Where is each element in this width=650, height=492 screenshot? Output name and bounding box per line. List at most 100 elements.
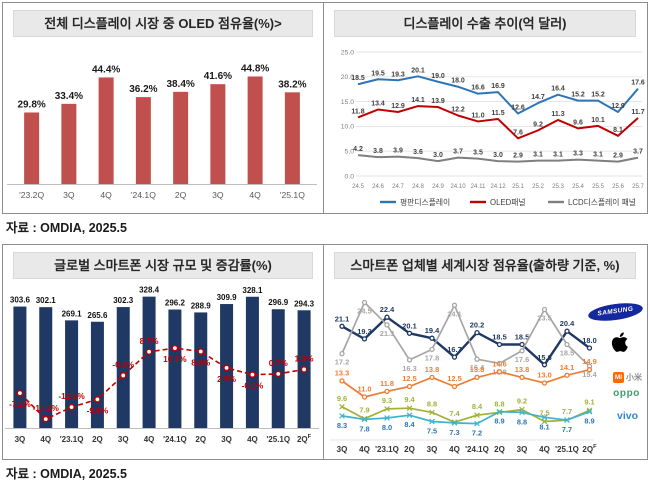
x-tick-label: 24.10 [450,183,466,190]
bar [245,296,259,428]
point-label: 3.6 [413,149,423,156]
apple-label: 18.5 [560,349,574,358]
xiaomi-label: 13.3 [335,368,349,377]
x-tick-label: 2Q [175,190,187,200]
x-tick-label: 2Q [195,435,206,444]
apple-label: 24.1 [447,309,461,318]
bar-value-label: 29.8% [17,99,45,110]
oppo-label: 7.9 [359,406,369,415]
growth-marker [94,396,101,403]
growth-label: -0.1% [242,381,264,391]
samsung-label: 18.5 [492,333,506,342]
panel-vendor-share: 스마트폰 업체별 세계시장 점유율(출하량 기준, %) 3Q 4Q '23.1Q 2… [323,245,646,459]
growth-label: -9.6% [87,405,109,415]
vendor-share-chart-area: 3Q 4Q '23.1Q 2Q 3Q 4Q '24.1Q 2Q 3Q 4Q '25.1Q 2QF 21.… [324,282,646,460]
x-tick-label: 3Q [15,435,26,444]
x-tick-label: 3Q [118,435,129,444]
x-tick-label: 25.2 [532,183,544,190]
samsung-marker [451,354,458,360]
bar [168,309,182,428]
bar-value-label: 288.9 [191,301,212,310]
x-tick-label: 4Q [40,435,51,444]
x-tick-label: 4Q [100,190,112,200]
bar-value-label: 44.4% [92,64,120,75]
xiaomi-marker [474,374,480,381]
vivo-label: 8.1 [539,422,549,431]
growth-label: 2.5% [217,374,237,384]
point-label: 20.1 [411,67,425,74]
point-label: 2.9 [613,153,623,160]
x-tick-label: 3Q [517,445,528,454]
point-label: 16.4 [551,86,565,93]
samsung-label: 20.1 [402,321,416,330]
y-tick-label: 20.0 [341,74,354,81]
point-label: 3.5 [473,150,483,157]
vivo-label: 8.3 [337,421,347,430]
x-tick-label: 25.4 [572,183,584,190]
point-label: 13.9 [431,98,445,105]
bar-value-label: 309.9 [217,293,238,302]
oppo-label: 8.8 [427,399,437,408]
growth-label: 1.9% [295,353,315,363]
bar [90,321,104,428]
samsung-marker [361,336,368,342]
bar [210,84,226,184]
point-label: 3.1 [553,152,563,159]
bar-value-label: 41.6% [204,71,232,82]
growth-label: 10.1% [163,354,187,364]
xiaomi-label: 11.8 [380,379,394,388]
vivo-marker [384,415,390,421]
point-label: 3.8 [373,148,383,155]
x-tick-label: 4Q [449,445,460,454]
point-label: 15.2 [591,92,605,99]
samsung-marker [406,330,413,336]
legend-label: OLED패널 [490,197,526,207]
source-note-top: 자료 : OMDIA, 2025.5 [6,221,127,235]
source-note-bottom: 자료 : OMDIA, 2025.5 [6,467,127,481]
point-label: 11.7 [631,109,644,116]
xiaomi-label: 13.0 [537,371,551,380]
point-label: 12.9 [391,103,405,110]
oppo-label: 9.4 [404,395,415,404]
point-label: 12.6 [511,105,525,112]
oppo-label: 9.2 [517,397,527,406]
x-tick-label: '24.1Q [163,435,187,444]
xiaomi-marker [429,374,435,381]
vivo-label: 8.0 [382,423,392,432]
y-tick-label: 0.0 [345,173,355,180]
bar [13,306,27,428]
point-label: 18.0 [451,78,465,85]
apple-label: 16.3 [402,364,416,373]
bar-value-label: 38.4% [166,79,194,90]
growth-label: 0.2% [269,358,289,368]
oppo-label: 7.5 [539,409,549,418]
point-label: 13.4 [371,101,385,108]
bar-value-label: 265.6 [87,311,108,320]
xiaomi-marker [519,374,525,381]
point-label: 14.7 [531,94,545,101]
vivo-marker [339,413,345,419]
point-label: 3.3 [573,151,583,158]
point-label: 3.0 [433,152,443,159]
vivo-line [341,410,590,425]
legend-label: LCD디스플레이 패널 [568,197,636,207]
y-tick-label: 5.0 [345,149,355,156]
x-tick-label: 2QF [582,444,597,454]
xiaomi-marker [564,372,570,378]
x-tick-label: 4Q [359,445,370,454]
x-tick-label: '23.1Q [375,445,399,454]
x-tick-label: 3Q [212,190,224,200]
xiaomi-marker [384,388,390,395]
apple-label: 15.4 [582,370,597,379]
apple-label: 16.4 [470,363,485,372]
x-tick-label: 3Q [427,445,438,454]
growth-marker [300,366,308,373]
point-label: 11.5 [491,110,504,117]
panel-title-display-export: 디스플레이 수출 추이(억 달러) [334,10,636,37]
xiaomi-marker [586,367,593,373]
oppo-label: 7.7 [562,407,572,416]
vivo-label: 8.8 [517,417,527,426]
apple-marker [406,357,413,363]
display-export-chart-area: 25.0 20.0 15.0 10.0 5.0 0.0 24.5 24.6 24.7 24.8 24… [324,40,646,212]
y-tick-label: 25.0 [341,49,354,56]
